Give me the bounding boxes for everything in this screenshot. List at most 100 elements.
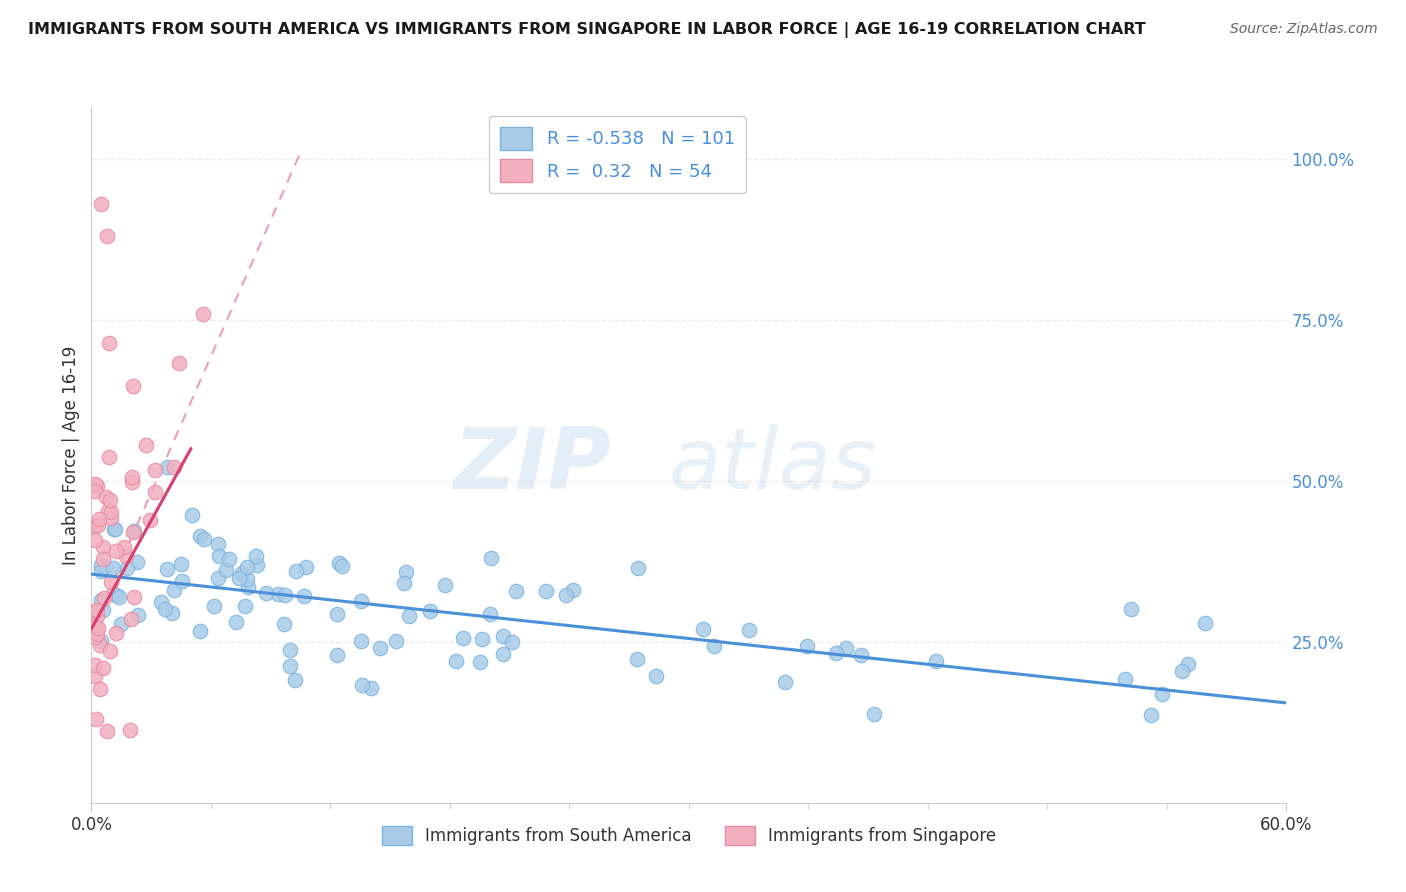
Point bbox=[104, 588, 127, 602]
Point bbox=[98, 335, 121, 350]
Point bbox=[118, 723, 141, 738]
Point bbox=[385, 633, 408, 648]
Text: ZIP: ZIP bbox=[454, 424, 612, 507]
Point bbox=[93, 661, 115, 675]
Point bbox=[419, 604, 441, 618]
Point bbox=[328, 556, 350, 570]
Point bbox=[254, 586, 277, 600]
Point bbox=[115, 561, 138, 575]
Point bbox=[274, 588, 297, 602]
Point bbox=[773, 674, 796, 689]
Point bbox=[562, 583, 585, 598]
Point bbox=[89, 638, 111, 652]
Point bbox=[849, 648, 872, 663]
Point bbox=[245, 549, 267, 563]
Point bbox=[215, 563, 238, 577]
Point bbox=[180, 508, 202, 523]
Point bbox=[352, 678, 374, 692]
Point bbox=[87, 512, 110, 526]
Point bbox=[395, 566, 418, 580]
Point bbox=[90, 593, 112, 607]
Point bbox=[505, 583, 527, 598]
Point bbox=[350, 594, 373, 608]
Point bbox=[824, 646, 846, 660]
Point bbox=[90, 196, 112, 211]
Point bbox=[135, 438, 157, 452]
Point bbox=[170, 574, 193, 589]
Point bbox=[163, 460, 186, 475]
Point bbox=[86, 626, 108, 640]
Point bbox=[555, 588, 578, 602]
Point bbox=[703, 639, 725, 653]
Y-axis label: In Labor Force | Age 16-19: In Labor Force | Age 16-19 bbox=[62, 345, 80, 565]
Point bbox=[98, 644, 121, 658]
Point bbox=[534, 583, 557, 598]
Text: atlas: atlas bbox=[669, 424, 876, 507]
Point bbox=[97, 504, 120, 518]
Point bbox=[149, 595, 172, 609]
Point bbox=[121, 470, 143, 484]
Point bbox=[153, 601, 176, 615]
Point bbox=[1121, 602, 1143, 616]
Point bbox=[835, 640, 858, 655]
Point bbox=[125, 555, 148, 569]
Point bbox=[90, 564, 112, 578]
Text: Source: ZipAtlas.com: Source: ZipAtlas.com bbox=[1230, 22, 1378, 37]
Point bbox=[170, 557, 193, 571]
Point bbox=[796, 639, 818, 653]
Point bbox=[87, 518, 110, 533]
Point bbox=[93, 591, 115, 605]
Point bbox=[1171, 664, 1194, 678]
Point bbox=[273, 617, 295, 632]
Point bbox=[236, 580, 259, 594]
Point bbox=[626, 651, 648, 665]
Point bbox=[1177, 657, 1199, 672]
Point bbox=[468, 655, 491, 669]
Point bbox=[100, 505, 122, 519]
Point bbox=[96, 723, 118, 738]
Point bbox=[139, 512, 162, 526]
Point bbox=[208, 549, 231, 564]
Point bbox=[86, 479, 108, 493]
Point bbox=[398, 608, 420, 623]
Point bbox=[93, 603, 115, 617]
Text: IMMIGRANTS FROM SOUTH AMERICA VS IMMIGRANTS FROM SINGAPORE IN LABOR FORCE | AGE : IMMIGRANTS FROM SOUTH AMERICA VS IMMIGRA… bbox=[28, 22, 1146, 38]
Point bbox=[162, 607, 184, 621]
Point bbox=[100, 574, 122, 589]
Point bbox=[90, 634, 112, 648]
Point bbox=[1114, 672, 1136, 686]
Point bbox=[394, 576, 416, 591]
Point bbox=[228, 571, 250, 585]
Point bbox=[451, 631, 474, 645]
Point bbox=[84, 620, 107, 634]
Point bbox=[84, 712, 107, 726]
Point bbox=[84, 477, 107, 491]
Point bbox=[479, 551, 502, 566]
Point bbox=[326, 607, 349, 621]
Point bbox=[492, 647, 515, 661]
Point bbox=[294, 559, 316, 574]
Point bbox=[84, 533, 107, 548]
Point bbox=[236, 572, 259, 586]
Point bbox=[479, 607, 502, 621]
Point bbox=[285, 564, 308, 578]
Point bbox=[1139, 707, 1161, 722]
Point bbox=[236, 560, 259, 574]
Point bbox=[127, 608, 149, 623]
Point bbox=[471, 632, 494, 647]
Point bbox=[84, 621, 107, 635]
Point bbox=[501, 634, 523, 648]
Point bbox=[103, 560, 125, 574]
Point bbox=[122, 525, 145, 540]
Point bbox=[91, 540, 114, 554]
Point bbox=[104, 543, 127, 558]
Point bbox=[84, 669, 107, 683]
Point bbox=[90, 558, 112, 573]
Point bbox=[156, 562, 179, 576]
Point bbox=[122, 524, 145, 538]
Point bbox=[326, 648, 349, 663]
Point bbox=[207, 536, 229, 550]
Point bbox=[167, 356, 190, 370]
Point bbox=[627, 561, 650, 575]
Point bbox=[86, 608, 108, 623]
